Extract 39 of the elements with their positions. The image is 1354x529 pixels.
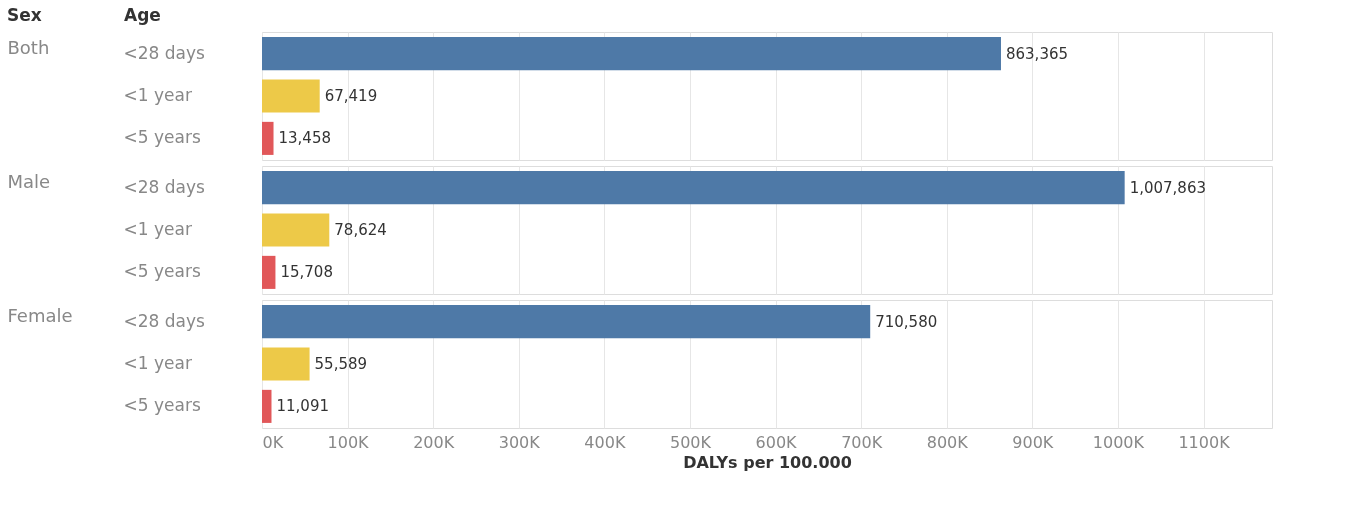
y-tick-label: <5 years (123, 127, 201, 148)
y-tick-label: <28 days (123, 310, 206, 331)
y-axis-title: Both (7, 36, 50, 58)
y-tick-label: <28 days (123, 176, 206, 197)
text: Age (124, 5, 161, 25)
x-tick-label: 800K (926, 432, 969, 452)
y-tick-label: <1 year (123, 85, 192, 105)
x-tick-label: 100K (327, 432, 370, 452)
x-tick-label: 500K (669, 432, 712, 452)
x-tick-label: 1000K (1092, 432, 1145, 452)
y-axis-title: Female (7, 304, 73, 326)
x-tick-label: 600K (755, 432, 798, 452)
x-tick-label: 900K (1012, 432, 1054, 452)
data-label: 13,458 (278, 129, 332, 148)
data-label: 710,580 (875, 312, 938, 331)
data-label: 15,708 (280, 263, 333, 282)
y-tick-label: <28 days (123, 42, 206, 63)
data-label: 863,365 (1005, 44, 1069, 63)
x-tick-label: 200K (413, 432, 455, 452)
bar (262, 305, 871, 339)
text: Sex (7, 5, 42, 25)
y-tick-label: <1 year (123, 353, 192, 373)
data-label: 67,419 (324, 87, 378, 105)
x-tick-label: 700K (841, 432, 883, 452)
x-tick-label: 1100K (1178, 432, 1231, 452)
bar (262, 347, 310, 381)
y-tick-label: <5 years (123, 395, 201, 416)
y-tick-label: <5 years (123, 261, 201, 282)
x-tick-label: 400K (584, 432, 626, 452)
data-label: 78,624 (334, 221, 387, 239)
y-tick-label: <1 year (123, 219, 192, 239)
x-tick-label: 300K (498, 432, 541, 452)
bar (262, 389, 272, 423)
x-axis-title: DALYs per 100.000 (683, 452, 852, 472)
data-label: 1,007,863 (1129, 178, 1207, 197)
y-axis-title: Male (7, 170, 51, 192)
data-label: 11,091 (276, 397, 329, 416)
x-tick-label: 0K (262, 432, 284, 452)
data-label: 55,589 (314, 355, 368, 373)
